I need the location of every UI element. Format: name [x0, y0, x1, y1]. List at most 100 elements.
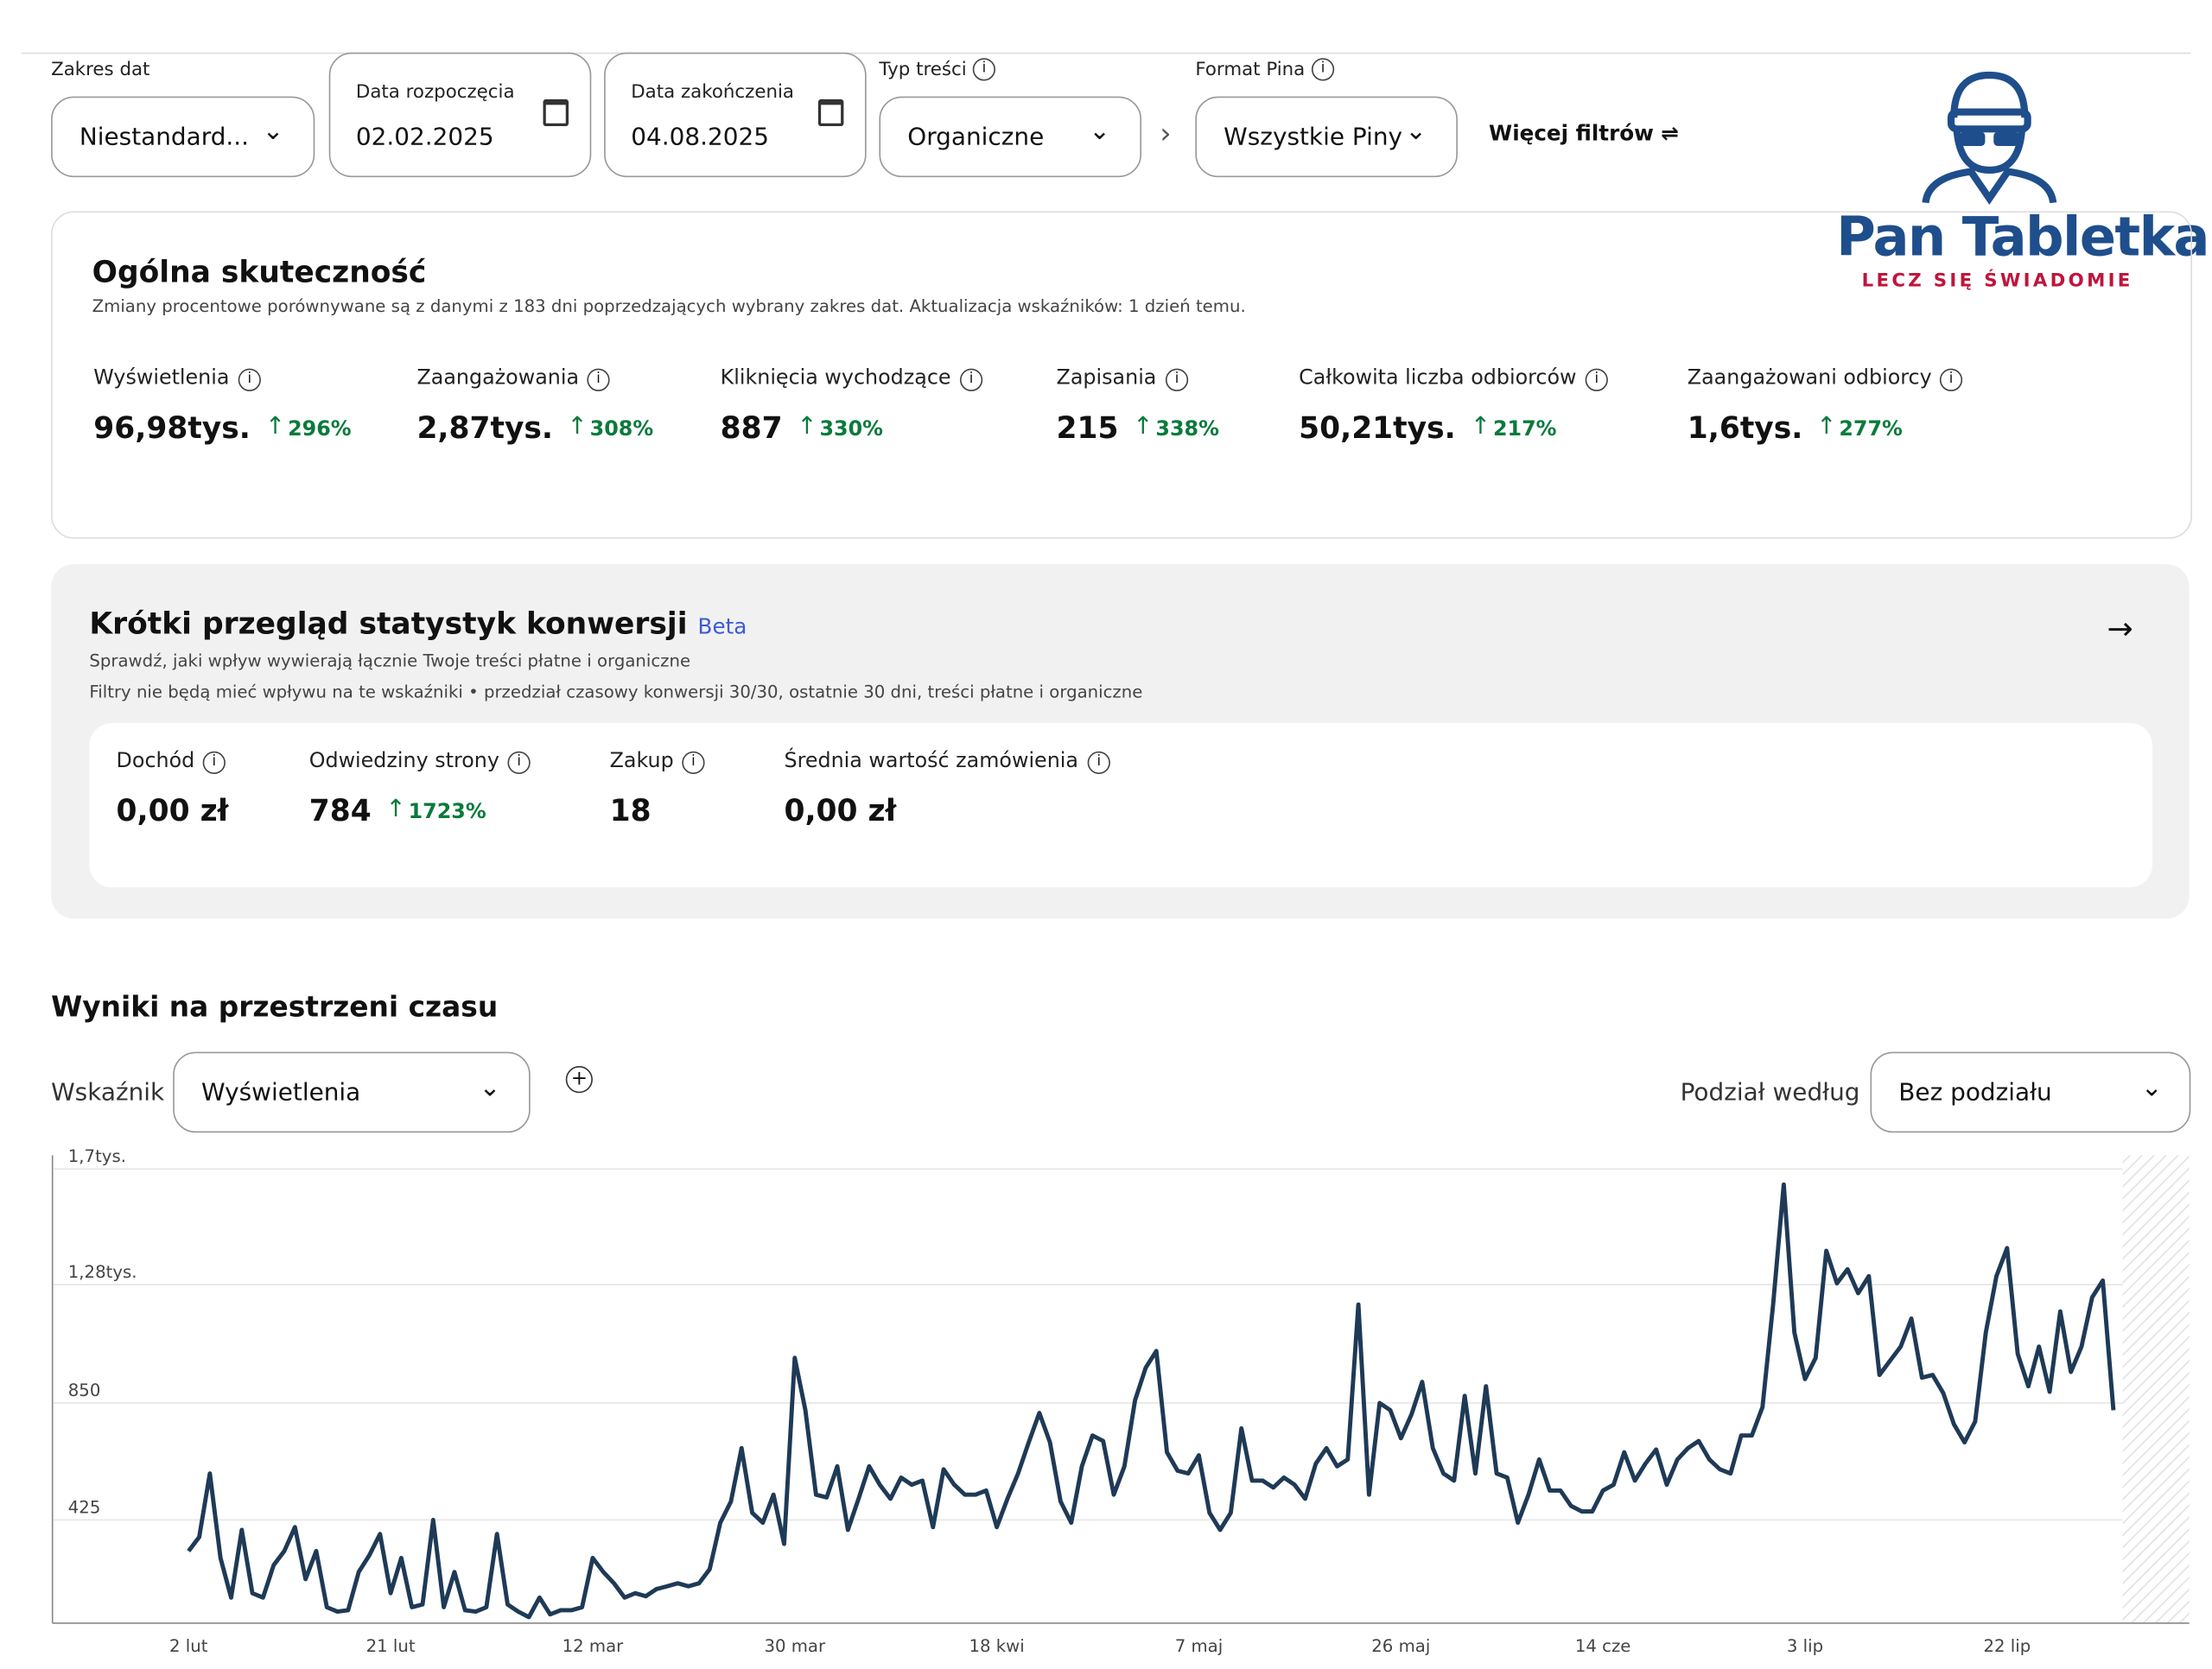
metric-label: Dochód: [116, 750, 195, 773]
info-icon[interactable]: i: [972, 58, 995, 81]
metric-change: 277%: [1839, 418, 1903, 441]
metric-change: 1723%: [408, 801, 486, 824]
info-icon[interactable]: i: [1585, 368, 1608, 391]
conversion-card: Krótki przegląd statystyk konwersji Beta…: [51, 564, 2190, 919]
info-icon[interactable]: i: [507, 751, 531, 774]
metric-value: 2,87tys.: [416, 410, 554, 446]
line: [187, 1182, 2116, 1620]
filter-label: Format Pina: [1195, 59, 1306, 81]
info-icon[interactable]: i: [1165, 368, 1189, 391]
conversion-subtitle: Sprawdź, jaki wpływ wywierają łącznie Tw…: [89, 650, 691, 671]
metric-label: Zapisania: [1056, 367, 1157, 390]
metric-value: 18: [609, 793, 652, 828]
logo-tagline: LECZ SIĘ ŚWIADOMIE: [1861, 270, 2133, 293]
up-arrow: ↑: [1470, 412, 1491, 441]
metric-value: 96,98tys.: [93, 410, 251, 446]
overview-card: Ogólna skuteczność Zmiany procentowe por…: [51, 211, 2192, 539]
metric-label: Kliknięcia wychodzące: [720, 367, 951, 390]
metric-change: 338%: [1155, 418, 1219, 441]
conversion-title: Krótki przegląd statystyk konwersji Beta: [89, 606, 747, 640]
logo: Pan Tabletka LECZ SIĘ ŚWIADOMIE: [1829, 64, 2209, 305]
metric-label: Całkowita liczba odbiorców: [1299, 367, 1577, 390]
split-select[interactable]: Bez podziału ⌄: [1870, 1051, 2191, 1133]
info-icon[interactable]: i: [238, 368, 261, 391]
filter-box[interactable]: Data zakończenia 04.08.2025: [604, 52, 867, 178]
x-tick-label: 21 lut: [366, 1636, 416, 1656]
chevron: ⌄: [1405, 116, 1427, 147]
filter-value: Niestandard...: [79, 123, 250, 152]
y-tick-label: 1,7tys.: [68, 1146, 126, 1166]
y-tick-label: 425: [68, 1497, 101, 1517]
up-arrow: ↑: [1133, 412, 1154, 441]
metric-select[interactable]: Wyświetlenia ⌄: [173, 1051, 531, 1133]
y-tick-label: 850: [68, 1380, 101, 1400]
x-tick-label: 12 mar: [563, 1636, 625, 1656]
x-tick-label: 14 cze: [1575, 1636, 1631, 1656]
filter-box[interactable]: Niestandard... ⌄: [51, 96, 315, 178]
info-icon[interactable]: i: [959, 368, 983, 391]
metric-label: Zaangażowani odbiorcy: [1687, 367, 1932, 390]
beta-badge: Beta: [697, 613, 747, 640]
metric-value: 0,00 zł: [116, 793, 229, 828]
metric-value: 887: [720, 410, 783, 446]
info-icon[interactable]: i: [682, 751, 705, 774]
calendar-icon: [543, 98, 569, 127]
filter-label: Zakres dat: [51, 59, 150, 81]
x-tick-label: 2 lut: [169, 1636, 208, 1656]
filter-label: Data rozpoczęcia: [355, 82, 515, 104]
more-filters-text: Więcej filtrów: [1489, 120, 1654, 147]
chevron: ⌄: [262, 116, 284, 147]
metric-label: Odwiedziny strony: [308, 750, 499, 773]
filter-label: Data zakończenia: [631, 82, 794, 104]
calendar-icon: [817, 98, 844, 127]
divider: [21, 52, 2191, 54]
conversion-subtitle: Filtry nie będą mieć wpływu na te wskaźn…: [89, 682, 1143, 702]
x-tick-label: 3 lip: [1787, 1636, 1823, 1656]
metric-label: Wskaźnik: [51, 1078, 165, 1107]
y-tick-label: 1,28tys.: [68, 1262, 137, 1282]
logo-icon: [1922, 71, 2057, 206]
metric-change: 308%: [589, 418, 654, 441]
metric-change: 330%: [819, 418, 884, 441]
logo-name: Pan Tabletka: [1836, 205, 2209, 269]
filter-value: 04.08.2025: [631, 123, 769, 152]
x-tick-label: 18 kwi: [969, 1636, 1024, 1656]
x-tick-label: 22 lip: [1983, 1636, 2031, 1656]
info-icon[interactable]: i: [1939, 368, 1963, 391]
info-icon[interactable]: i: [1087, 751, 1110, 774]
filter-value: Organiczne: [907, 123, 1045, 152]
split-label: Podział według: [1680, 1078, 1860, 1107]
filter-label: Typ treści: [879, 59, 967, 81]
metric-change: 296%: [288, 418, 352, 441]
info-icon[interactable]: i: [587, 368, 610, 391]
filter-box[interactable]: Organiczne ⌄: [879, 96, 1142, 178]
filter-box[interactable]: Wszystkie Piny ⌄: [1195, 96, 1458, 178]
arrow-link[interactable]: →: [2107, 612, 2133, 648]
metric-label: Wyświetlenia: [93, 367, 230, 390]
future-area: [2122, 1155, 2190, 1623]
metric-change: 217%: [1492, 418, 1557, 441]
info-icon[interactable]: i: [1311, 58, 1335, 81]
add-metric[interactable]: +: [565, 1066, 593, 1094]
filter-value: Wszystkie Piny: [1224, 123, 1403, 152]
separator-chevron: ›: [1160, 116, 1172, 150]
overview-subtitle: Zmiany procentowe porównywane są z danym…: [92, 295, 1246, 316]
chevron: ⌄: [479, 1073, 501, 1103]
conversion-title-text: Krótki przegląd statystyk konwersji: [89, 606, 688, 641]
x-tick-label: 30 mar: [764, 1636, 826, 1656]
x-tick-label: 7 maj: [1175, 1636, 1224, 1656]
split-value: Bez podziału: [1898, 1078, 2052, 1107]
up-arrow: ↑: [567, 412, 588, 441]
more-filters[interactable]: Więcej filtrów ⇌: [1489, 120, 1680, 147]
metric-label: Średnia wartość zamówienia: [784, 750, 1078, 773]
up-arrow: ↑: [1816, 412, 1837, 441]
metric-value: 215: [1056, 410, 1119, 446]
filter-value: 02.02.2025: [355, 123, 494, 152]
up-arrow: ↑: [797, 412, 817, 441]
info-icon[interactable]: i: [202, 751, 226, 774]
metric-value: 50,21tys.: [1299, 410, 1456, 446]
x-tick-label: 26 maj: [1371, 1636, 1430, 1656]
filter-box[interactable]: Data rozpoczęcia 02.02.2025: [328, 52, 592, 178]
